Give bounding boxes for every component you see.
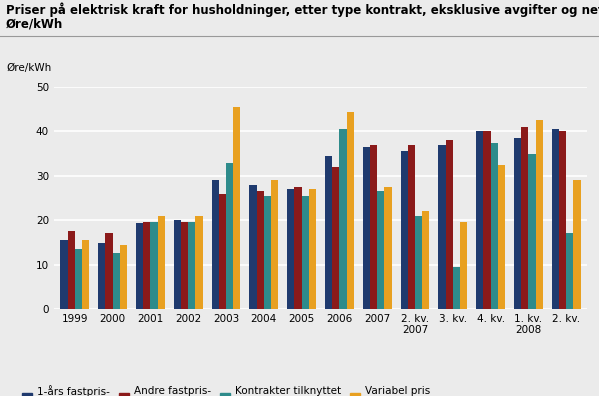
Bar [219, 194, 226, 309]
Bar [566, 234, 573, 309]
Bar [415, 216, 422, 309]
Bar [377, 191, 385, 309]
Bar [113, 253, 120, 309]
Bar [483, 131, 491, 309]
Bar [211, 180, 219, 309]
Bar [347, 112, 354, 309]
Bar [98, 243, 105, 309]
Bar [226, 162, 233, 309]
Bar [573, 180, 580, 309]
Bar [559, 131, 566, 309]
Bar [158, 216, 165, 309]
Bar [332, 167, 340, 309]
Bar [552, 129, 559, 309]
Bar [422, 211, 429, 309]
Bar [370, 145, 377, 309]
Bar [453, 267, 460, 309]
Bar [460, 223, 467, 309]
Bar [195, 216, 202, 309]
Bar [143, 223, 150, 309]
Bar [363, 147, 370, 309]
Bar [264, 196, 271, 309]
Bar [308, 189, 316, 309]
Bar [174, 220, 181, 309]
Bar [188, 223, 195, 309]
Legend: 1-års fastpris-
kontrakter, Andre fastpris-
kontrakter, Kontrakter tilknyttet
el: 1-års fastpris- kontrakter, Andre fastpr… [22, 385, 481, 396]
Text: Øre/kWh: Øre/kWh [6, 18, 63, 31]
Bar [514, 138, 521, 309]
Bar [181, 223, 188, 309]
Bar [136, 223, 143, 309]
Text: Priser på elektrisk kraft for husholdninger, etter type kontrakt, eksklusive avg: Priser på elektrisk kraft for husholdnin… [6, 2, 599, 17]
Bar [294, 187, 301, 309]
Bar [438, 145, 446, 309]
Bar [75, 249, 82, 309]
Bar [521, 127, 528, 309]
Bar [287, 189, 294, 309]
Bar [256, 191, 264, 309]
Bar [498, 165, 505, 309]
Bar [150, 223, 158, 309]
Bar [446, 140, 453, 309]
Bar [68, 231, 75, 309]
Bar [82, 240, 89, 309]
Bar [536, 120, 543, 309]
Bar [233, 107, 240, 309]
Bar [249, 185, 256, 309]
Bar [476, 131, 483, 309]
Bar [340, 129, 347, 309]
Bar [408, 145, 415, 309]
Bar [385, 187, 392, 309]
Bar [401, 151, 408, 309]
Bar [271, 180, 278, 309]
Bar [528, 154, 536, 309]
Bar [120, 245, 127, 309]
Bar [491, 143, 498, 309]
Bar [105, 234, 113, 309]
Bar [325, 156, 332, 309]
Bar [60, 240, 68, 309]
Text: Øre/kWh: Øre/kWh [6, 63, 52, 73]
Bar [301, 196, 308, 309]
